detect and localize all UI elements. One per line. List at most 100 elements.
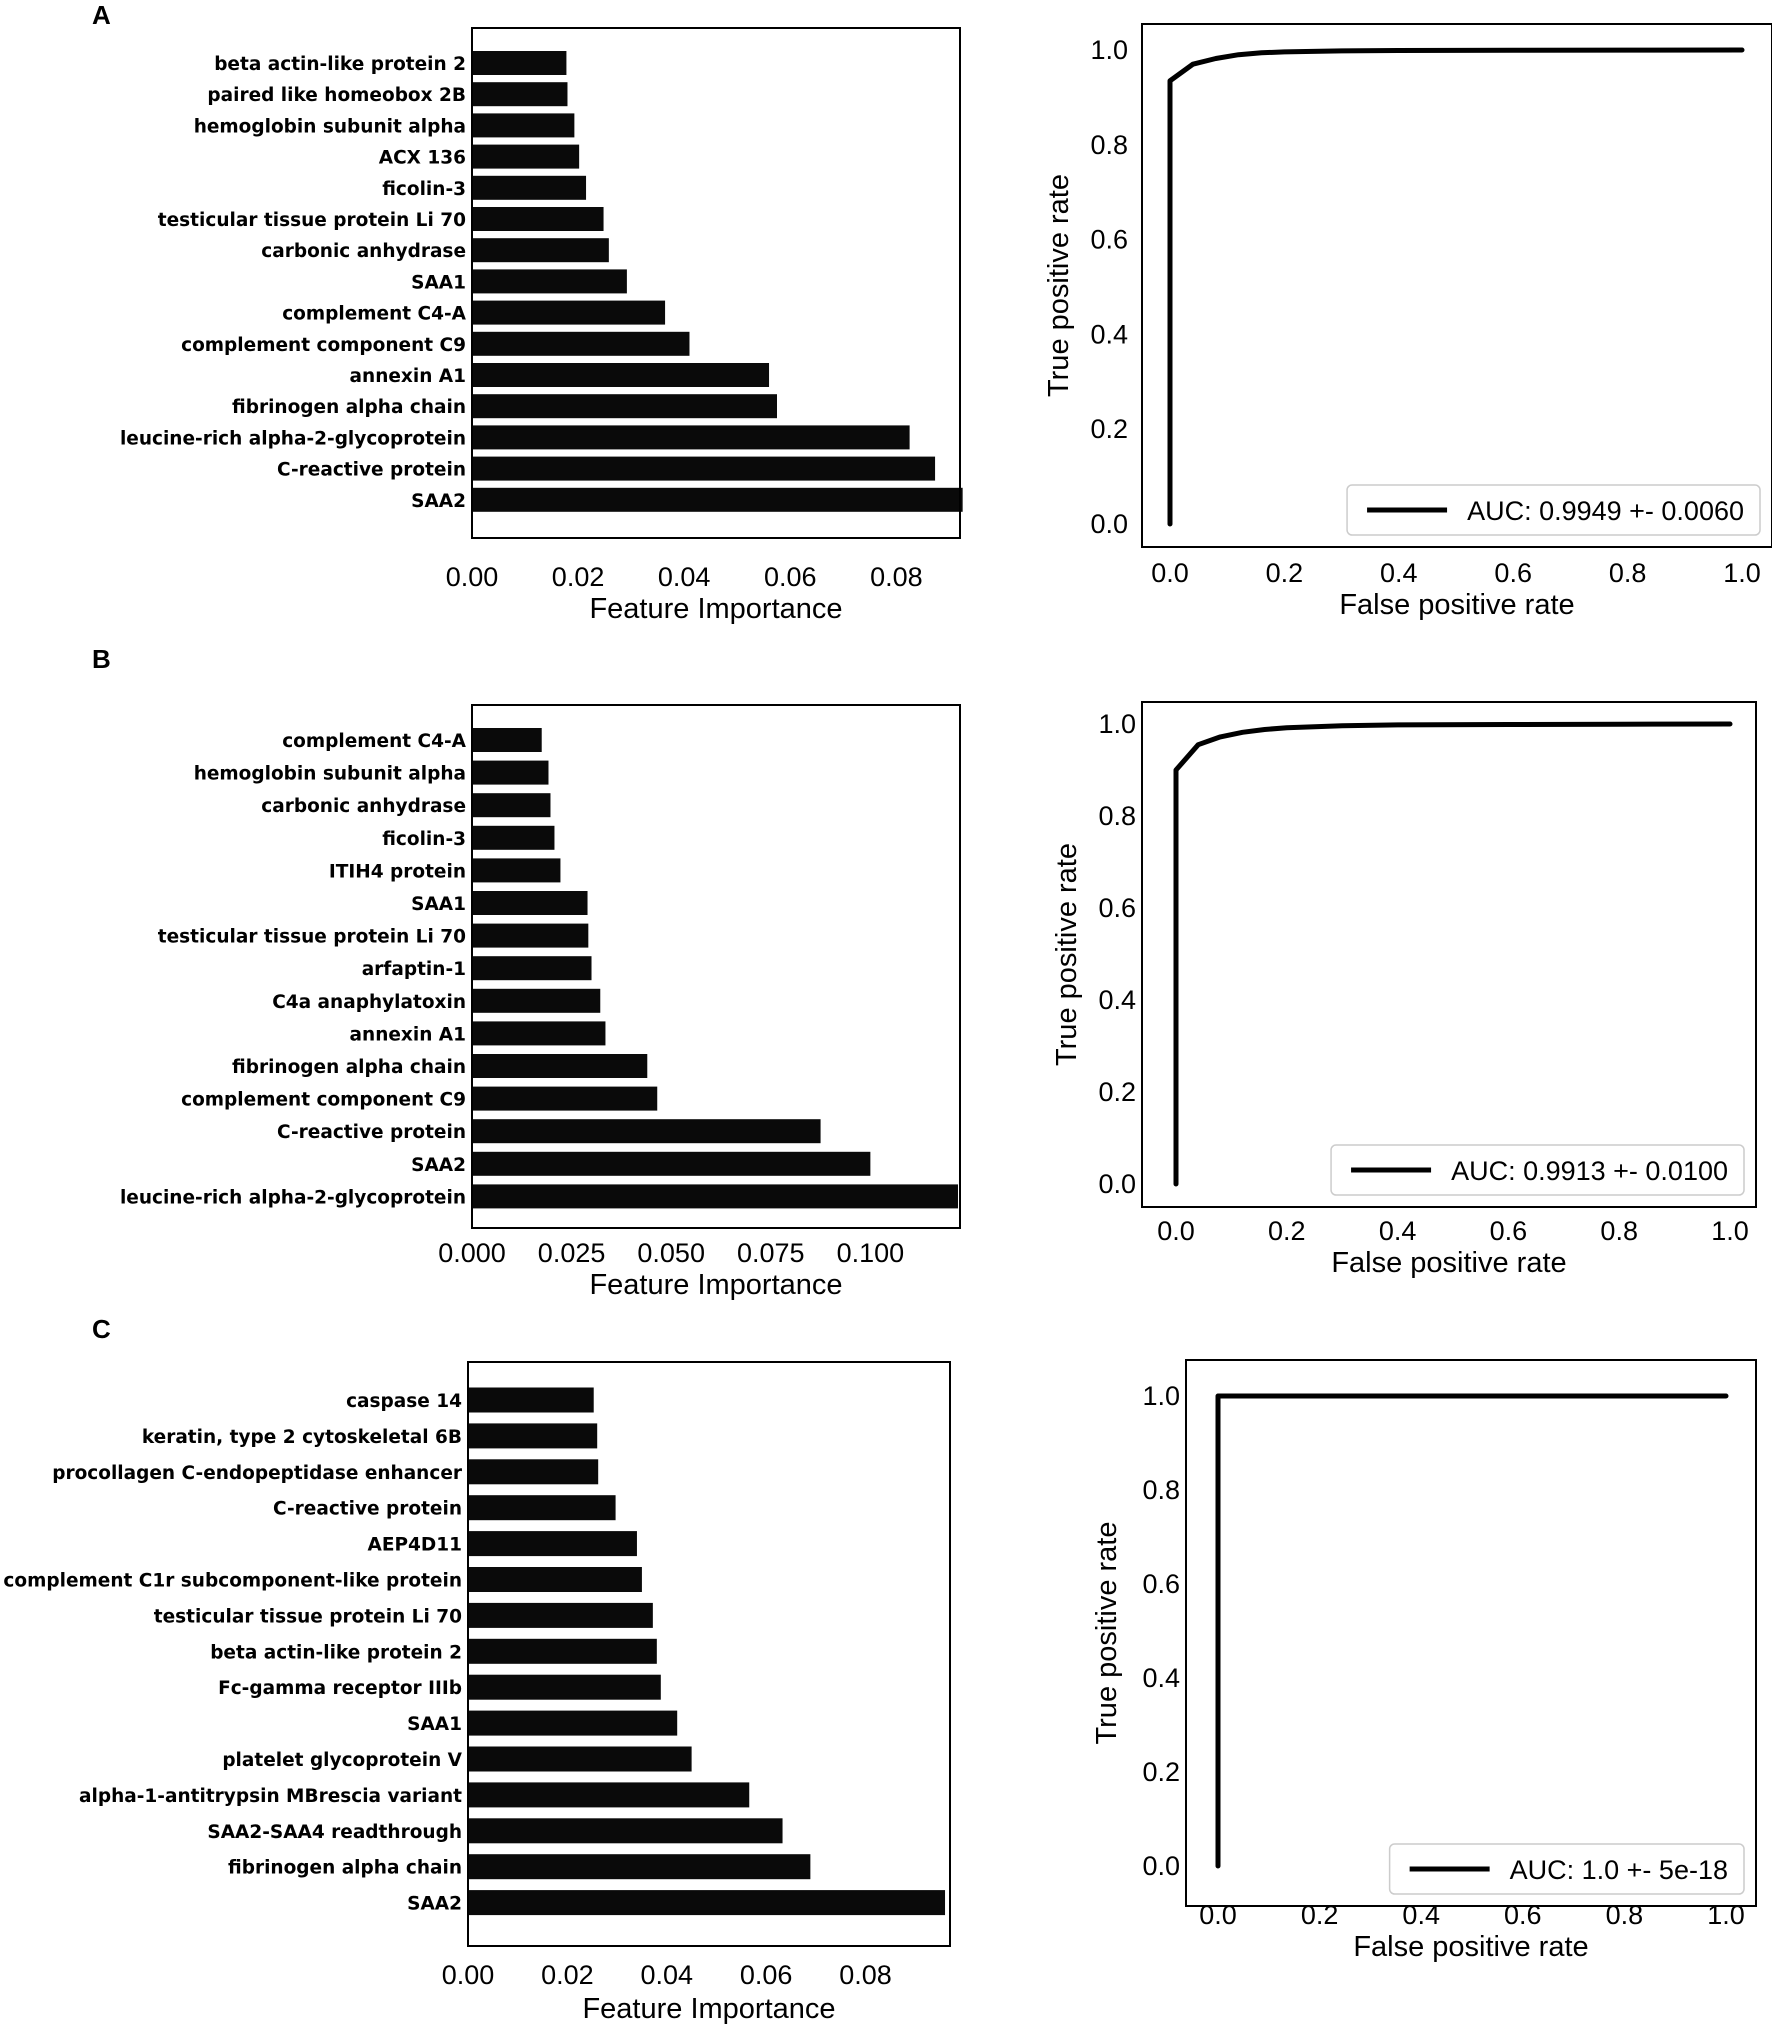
x-tick-label: 0.06 [740,1960,793,1990]
y-tick-label: 0.2 [1142,1757,1180,1787]
importance-bar [472,793,551,818]
feature-label: ACX 136 [379,148,466,169]
legend-box [1330,1144,1745,1196]
legend-label: AUC: 0.9949 +- 0.0060 [1467,496,1744,526]
feature-label: caspase 14 [346,1391,462,1412]
feature-label: fibrinogen alpha chain [232,1057,466,1078]
importance-bar [472,1184,959,1209]
y-tick-label: 1.0 [1142,1381,1180,1411]
importance-bar [472,394,777,419]
x-tick-label: 0.4 [1380,558,1418,588]
importance-bar [472,728,542,752]
importance-bar [472,363,770,387]
x-tick-label: 0.075 [737,1238,805,1268]
importance-bar [472,331,690,356]
importance-bar [472,1119,821,1144]
importance-bar [468,1674,661,1700]
x-tick-label: 0.6 [1504,1900,1542,1930]
feature-label: complement C4-A [282,304,466,325]
importance-bar [468,1782,750,1808]
x-tick-label: 0.08 [839,1960,892,1990]
feature-label: beta actin-like protein 2 [214,54,466,75]
plot-frame [467,1361,951,1947]
x-tick-label: 0.000 [438,1238,506,1268]
legend-label: AUC: 1.0 +- 5e-18 [1510,1855,1728,1885]
roc-chart: 0.0 0.2 0.4 0.6 0.8 1.0 0.0 0.2 0.4 0.6 0.8 1.0 Fals… [1091,1359,1757,1963]
x-tick-label: 0.0 [1151,558,1189,588]
feature-label: complement component C9 [181,1090,466,1111]
legend: AUC: 1.0 +- 5e-18 [1388,1843,1745,1895]
x-tick-label: 1.0 [1723,558,1761,588]
importance-bar [468,1567,642,1592]
y-tick-label: 1.0 [1090,35,1128,65]
feature-label: complement component C9 [181,335,466,356]
importance-bar [468,1818,783,1844]
feature-label: SAA2 [407,1894,462,1915]
importance-bar [468,1459,599,1485]
importance-bar [468,1854,811,1880]
feature-label: SAA2 [411,1155,466,1176]
importance-bar [472,760,549,785]
importance-bar [468,1602,653,1628]
y-tick-label: 0.8 [1098,801,1136,831]
feature-label: hemoglobin subunit alpha [194,764,466,785]
feature-label: hemoglobin subunit alpha [194,116,466,137]
plot-frame [471,27,961,539]
feature-label: complement C4-A [282,731,466,752]
feature-label: ficolin-3 [382,829,466,850]
roc-curve [1215,1393,1729,1869]
y-tick-label: 0.0 [1090,509,1128,539]
importance-bar [472,269,627,294]
feature-label: annexin A1 [350,366,466,387]
importance-bar [472,300,666,325]
x-tick-label: 0.2 [1301,1900,1339,1930]
feature-label: SAA2 [411,491,466,512]
y-axis-title: True positive rate [1091,1522,1123,1745]
importance-bar [472,175,587,200]
importance-bar [472,1086,658,1111]
feature-label: fibrinogen alpha chain [228,1858,462,1879]
y-axis-title: True positive rate [1051,843,1083,1066]
legend: AUC: 0.9949 +- 0.0060 [1346,484,1761,536]
feature-label: fibrinogen alpha chain [232,397,466,418]
x-axis-title: Feature Importance [589,1269,842,1301]
y-tick-label: 0.0 [1098,1169,1136,1199]
importance-bar [472,891,588,915]
feature-label: C4a anaphylatoxin [272,992,466,1013]
feature-label: ITIH4 protein [329,861,466,882]
y-tick-label: 0.2 [1090,414,1128,444]
x-tick-label: 0.08 [870,562,923,592]
importance-bar [468,1746,692,1772]
importance-bar [472,207,604,231]
importance-bar [472,487,963,512]
importance-bar [472,238,609,263]
x-tick-label: 0.00 [446,562,499,592]
x-tick-label: 0.025 [538,1238,606,1268]
feature-label: testicular tissue protein Li 70 [158,927,466,948]
importance-bar [472,425,910,450]
feature-label: ficolin-3 [382,179,466,200]
feature-label: C-reactive protein [273,1499,462,1520]
importance-bar [472,1054,648,1078]
legend-box [1346,484,1761,536]
feature-label: Fc-gamma receptor IIIb [218,1678,462,1699]
feature-label: complement C1r subcomponent-like protein [3,1571,462,1592]
feature-label: testicular tissue protein Li 70 [154,1606,462,1627]
x-tick-label: 0.2 [1266,558,1304,588]
x-tick-label: 0.0 [1157,1216,1195,1246]
importance-bar [472,956,592,981]
importance-bar [468,1423,598,1449]
x-tick-label: 0.04 [640,1960,693,1990]
feature-label: leucine-rich alpha-2-glycoprotein [120,428,466,449]
importance-bar [472,1021,606,1046]
x-tick-label: 1.0 [1707,1900,1745,1930]
legend-box [1388,1843,1745,1895]
x-tick-label: 0.4 [1402,1900,1440,1930]
importance-bar [468,1638,657,1664]
y-tick-label: 0.8 [1090,130,1128,160]
x-axis-title: Feature Importance [582,1993,835,2025]
feature-label: SAA2-SAA4 readthrough [207,1822,462,1843]
feature-label: AEP4D11 [368,1535,463,1556]
x-tick-label: 0.00 [442,1960,495,1990]
x-tick-label: 0.050 [637,1238,705,1268]
